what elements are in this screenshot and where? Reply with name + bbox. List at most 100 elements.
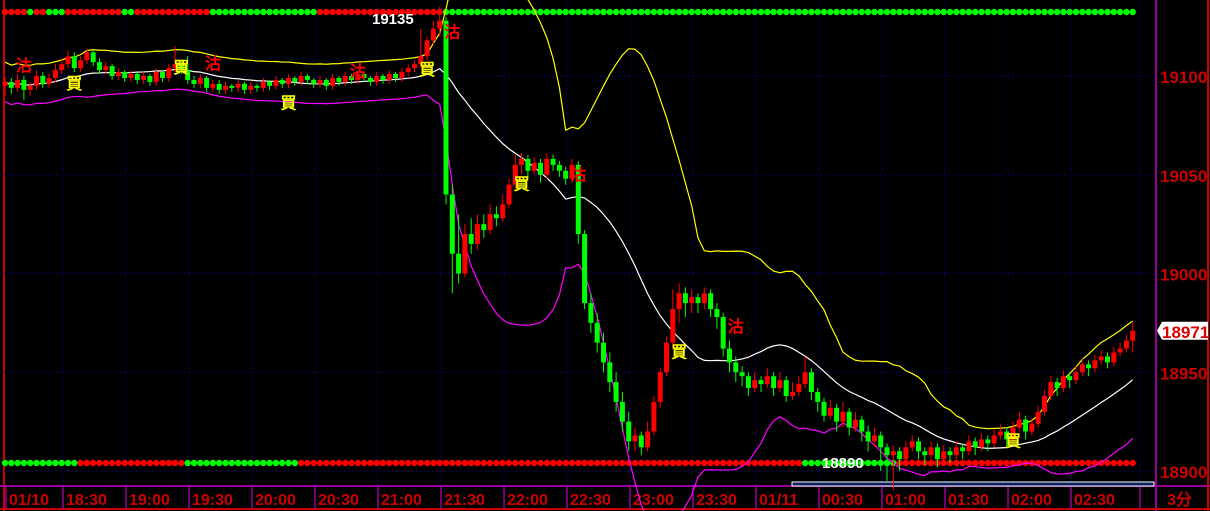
- bottom-signal-dot: [392, 459, 399, 467]
- candle-body: [632, 435, 638, 442]
- bottom-signal-dot: [367, 459, 374, 467]
- top-signal-dot: [738, 8, 746, 16]
- candle-body: [1079, 364, 1085, 373]
- bottom-signal-dot: [1079, 459, 1086, 467]
- candle: [752, 372, 758, 392]
- time-tick-label: 01/10: [9, 492, 49, 509]
- top-signal-dot: [990, 8, 998, 16]
- candle-body: [27, 85, 33, 90]
- bottom-signal-dot: [783, 459, 790, 467]
- time-tick-label: 01/11: [759, 492, 798, 509]
- candle-body: [21, 79, 27, 90]
- bottom-signal-dot: [398, 459, 406, 467]
- bottom-signal-dot: [524, 459, 532, 467]
- candle-body: [1029, 423, 1035, 432]
- top-signal-dot: [675, 8, 683, 16]
- candle-body: [304, 76, 310, 80]
- top-signal-dot: [594, 8, 601, 16]
- candle-body: [34, 76, 39, 86]
- top-signal-dot: [197, 8, 204, 16]
- candle-body: [657, 372, 663, 402]
- top-signal-dot: [178, 8, 185, 16]
- bottom-signal-dot: [1123, 459, 1130, 467]
- top-signal-dot: [972, 8, 979, 16]
- top-signal-dot: [877, 8, 884, 16]
- bottom-signal-dot: [858, 459, 865, 467]
- top-signal-dot: [764, 8, 771, 16]
- candle-body: [878, 435, 884, 448]
- top-signal-dot: [1129, 8, 1136, 16]
- candle-body: [1054, 382, 1060, 389]
- top-signal-dot: [997, 8, 1004, 16]
- bottom-signal-dot: [827, 459, 834, 467]
- bottom-signal-dot: [386, 459, 393, 467]
- candle-body: [922, 451, 928, 456]
- top-signal-dot: [1053, 8, 1061, 16]
- candle: [563, 166, 569, 185]
- buy-signal-label: 買: [514, 176, 530, 194]
- candle: [267, 79, 273, 90]
- candle-body: [1111, 352, 1117, 363]
- time-tick-label: 21:30: [444, 492, 485, 509]
- top-signal-dot: [423, 8, 431, 16]
- candle: [15, 74, 21, 92]
- candle-body: [903, 447, 909, 460]
- top-signal-dot: [27, 8, 34, 16]
- candle: [916, 437, 921, 460]
- candle: [1054, 378, 1060, 396]
- bottom-signal-dot: [297, 459, 305, 467]
- top-signal-dot: [965, 8, 973, 16]
- candle-body: [323, 79, 329, 86]
- bottom-signal-dot: [253, 459, 261, 467]
- candle: [292, 76, 298, 86]
- bottom-signal-dot: [581, 459, 588, 467]
- candle: [355, 70, 361, 84]
- candle: [8, 77, 14, 94]
- bottom-signal-dot: [720, 459, 727, 467]
- candle-body: [531, 162, 537, 171]
- session-low-label: 18890: [822, 455, 864, 472]
- candle: [1111, 346, 1117, 367]
- candle-body: [890, 451, 896, 456]
- candle: [241, 81, 247, 94]
- candle: [430, 20, 436, 45]
- top-signal-dot: [631, 8, 639, 16]
- candle: [720, 313, 726, 357]
- bottom-signal-dot: [247, 459, 254, 467]
- top-signal-dot: [581, 8, 588, 16]
- candle-body: [1130, 330, 1136, 341]
- candle-body: [720, 316, 726, 349]
- bottom-signal-dot: [115, 459, 122, 467]
- top-signal-dot: [121, 8, 128, 16]
- top-signal-dot: [871, 8, 878, 16]
- top-signal-dot: [940, 8, 947, 16]
- candle: [682, 287, 688, 317]
- top-signal-dot: [619, 8, 626, 16]
- candle: [903, 441, 909, 464]
- bottom-signal-dot: [423, 459, 431, 467]
- bottom-signal-dot: [216, 459, 223, 467]
- top-signal-dot: [801, 8, 809, 16]
- candle: [909, 435, 915, 452]
- top-signal-dot: [537, 8, 544, 16]
- top-signal-dot: [64, 8, 72, 16]
- bottom-signal-dot: [1003, 459, 1010, 467]
- top-signal-dot: [417, 8, 424, 16]
- candle-body: [708, 293, 714, 310]
- time-tick-label: 18:30: [66, 492, 107, 509]
- candle: [52, 64, 58, 82]
- time-tick-label: 19:30: [192, 492, 233, 509]
- top-signal-dot: [1003, 8, 1010, 16]
- top-signal-dot: [115, 8, 122, 16]
- candle-body: [2, 81, 8, 86]
- bottom-signal-dot: [342, 459, 349, 467]
- candle: [1048, 376, 1054, 400]
- candle: [670, 289, 676, 349]
- bottom-signal-dot: [1009, 459, 1017, 467]
- top-signal-dot: [171, 8, 179, 16]
- candle-body: [166, 68, 172, 78]
- top-signal-dot: [694, 8, 702, 16]
- horizontal-scrollbar[interactable]: [791, 481, 1155, 487]
- candle-body: [267, 81, 273, 86]
